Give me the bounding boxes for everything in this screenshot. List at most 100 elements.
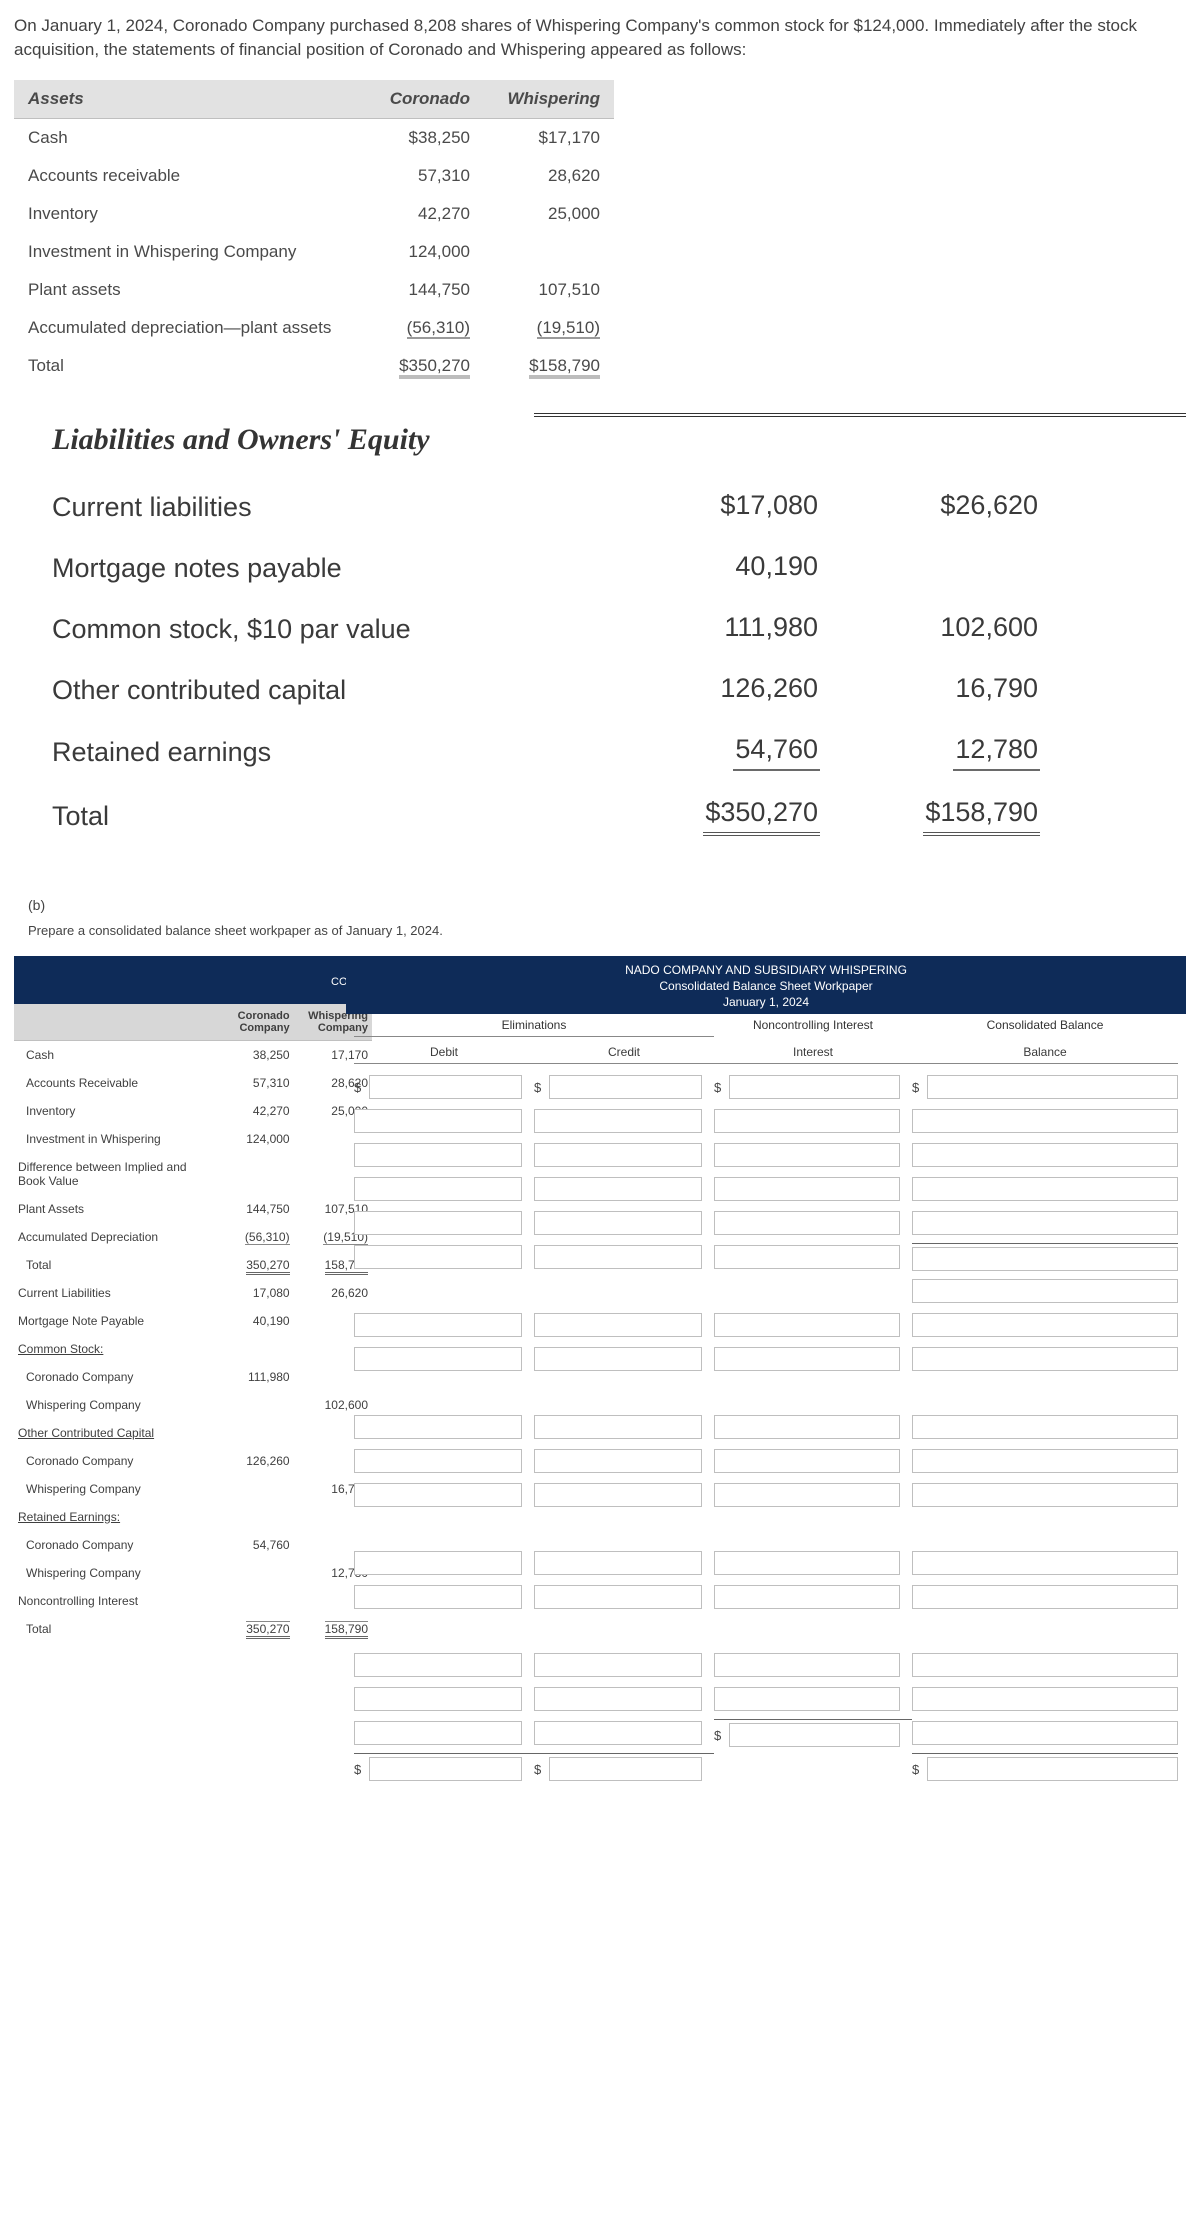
wp-input[interactable]	[912, 1211, 1178, 1235]
wp-input[interactable]	[912, 1313, 1178, 1337]
wp-input[interactable]	[714, 1687, 900, 1711]
wp-input[interactable]	[534, 1653, 702, 1677]
wp-input[interactable]	[534, 1347, 702, 1371]
wp-input[interactable]	[534, 1211, 702, 1235]
wp-input[interactable]	[354, 1211, 522, 1235]
dollar-sign: $	[534, 1762, 545, 1777]
wp-input[interactable]	[534, 1449, 702, 1473]
wp-input[interactable]	[354, 1721, 522, 1745]
wp-input[interactable]	[714, 1653, 900, 1677]
debit-header: Debit	[354, 1045, 534, 1064]
wp-input[interactable]	[912, 1551, 1178, 1575]
banner-line-1: NADO COMPANY AND SUBSIDIARY WHISPERING	[350, 962, 1182, 978]
wp-input[interactable]	[714, 1551, 900, 1575]
wp-row-label: Mortgage Note Payable	[14, 1307, 215, 1335]
interest-sub: Interest	[714, 1045, 912, 1064]
wp-input[interactable]	[354, 1687, 522, 1711]
wp-input[interactable]	[912, 1483, 1178, 1507]
liab-c-val: 40,190	[733, 551, 820, 586]
wp-input[interactable]	[714, 1143, 900, 1167]
wp-input[interactable]	[534, 1313, 702, 1337]
asset-row-label: Investment in Whispering Company	[14, 233, 354, 271]
wp-input[interactable]	[534, 1109, 702, 1133]
wp-input[interactable]	[354, 1347, 522, 1371]
wp-input[interactable]	[912, 1687, 1178, 1711]
wp-input[interactable]	[927, 1075, 1178, 1099]
asset-row-label: Accounts receivable	[14, 157, 354, 195]
asset-total-label: Total	[14, 347, 354, 385]
wp-input[interactable]	[729, 1723, 900, 1747]
wp-row-label: Whispering Company	[14, 1391, 215, 1419]
wp-input[interactable]	[354, 1109, 522, 1133]
liab-c-val: $17,080	[718, 490, 820, 525]
wp-input[interactable]	[354, 1415, 522, 1439]
wp-row-label: Whispering Company	[14, 1559, 215, 1587]
wp-input[interactable]	[714, 1245, 900, 1269]
liabilities-title: Liabilities and Owners' Equity	[52, 423, 1172, 457]
wp-c-val: 350,270	[246, 1258, 289, 1275]
wp-input[interactable]	[534, 1687, 702, 1711]
wp-input[interactable]	[354, 1245, 522, 1269]
wp-input[interactable]	[369, 1075, 522, 1099]
wp-input[interactable]	[354, 1653, 522, 1677]
wp-input[interactable]	[927, 1757, 1178, 1781]
liab-w-val: $26,620	[938, 490, 1040, 525]
wp-input[interactable]	[534, 1721, 702, 1745]
wp-input[interactable]	[714, 1347, 900, 1371]
wp-input[interactable]	[714, 1109, 900, 1133]
wp-input[interactable]	[354, 1585, 522, 1609]
wp-input[interactable]	[912, 1347, 1178, 1371]
wp-input[interactable]	[912, 1177, 1178, 1201]
wp-input[interactable]	[714, 1483, 900, 1507]
wp-input[interactable]	[912, 1279, 1178, 1303]
asset-whispering-val: (19,510)	[537, 318, 600, 339]
wp-input[interactable]	[714, 1415, 900, 1439]
wp-input[interactable]	[912, 1585, 1178, 1609]
liab-w-val: 12,780	[953, 734, 1040, 771]
whispering-header: Whispering	[484, 80, 614, 119]
wp-row-label: Difference between Implied and Book Valu…	[14, 1153, 215, 1195]
wp-input[interactable]	[912, 1247, 1178, 1271]
col-coronado: Coronado Company	[238, 1010, 290, 1034]
wp-input[interactable]	[534, 1177, 702, 1201]
wp-input[interactable]	[534, 1585, 702, 1609]
wp-input[interactable]	[912, 1143, 1178, 1167]
wp-input[interactable]	[912, 1449, 1178, 1473]
wp-row-label: Accumulated Depreciation	[14, 1223, 215, 1251]
wp-input[interactable]	[714, 1449, 900, 1473]
wp-input[interactable]	[549, 1757, 702, 1781]
wp-input[interactable]	[354, 1483, 522, 1507]
wp-input[interactable]	[354, 1143, 522, 1167]
wp-input[interactable]	[714, 1313, 900, 1337]
wp-input[interactable]	[714, 1177, 900, 1201]
wp-input[interactable]	[534, 1483, 702, 1507]
wp-input[interactable]	[354, 1313, 522, 1337]
wp-row-label: Common Stock:	[14, 1335, 215, 1363]
wp-input[interactable]	[549, 1075, 702, 1099]
wp-input[interactable]	[912, 1721, 1178, 1745]
wp-input[interactable]	[354, 1551, 522, 1575]
wp-input[interactable]	[714, 1585, 900, 1609]
wp-input[interactable]	[912, 1415, 1178, 1439]
wp-input[interactable]	[729, 1075, 900, 1099]
wp-input[interactable]	[534, 1551, 702, 1575]
banner-line-3: January 1, 2024	[350, 994, 1182, 1010]
wp-input[interactable]	[354, 1177, 522, 1201]
asset-coronado-val: $38,250	[409, 128, 470, 147]
dollar-sign: $	[912, 1762, 923, 1777]
liab-label: Current liabilities	[52, 492, 612, 523]
wp-input[interactable]	[534, 1143, 702, 1167]
eliminations-header: Eliminations	[354, 1018, 714, 1037]
wp-c-val: 54,760	[253, 1538, 290, 1552]
wp-input[interactable]	[714, 1211, 900, 1235]
wp-input[interactable]	[534, 1245, 702, 1269]
wp-row-label: Accounts Receivable	[14, 1069, 215, 1097]
wp-input[interactable]	[369, 1757, 522, 1781]
wp-input[interactable]	[354, 1449, 522, 1473]
asset-whispering-val: $17,170	[539, 128, 600, 147]
wp-input[interactable]	[912, 1653, 1178, 1677]
wp-input[interactable]	[534, 1415, 702, 1439]
wp-input[interactable]	[912, 1109, 1178, 1133]
dollar-sign: $	[534, 1080, 545, 1095]
liab-w-val: 16,790	[953, 673, 1040, 708]
